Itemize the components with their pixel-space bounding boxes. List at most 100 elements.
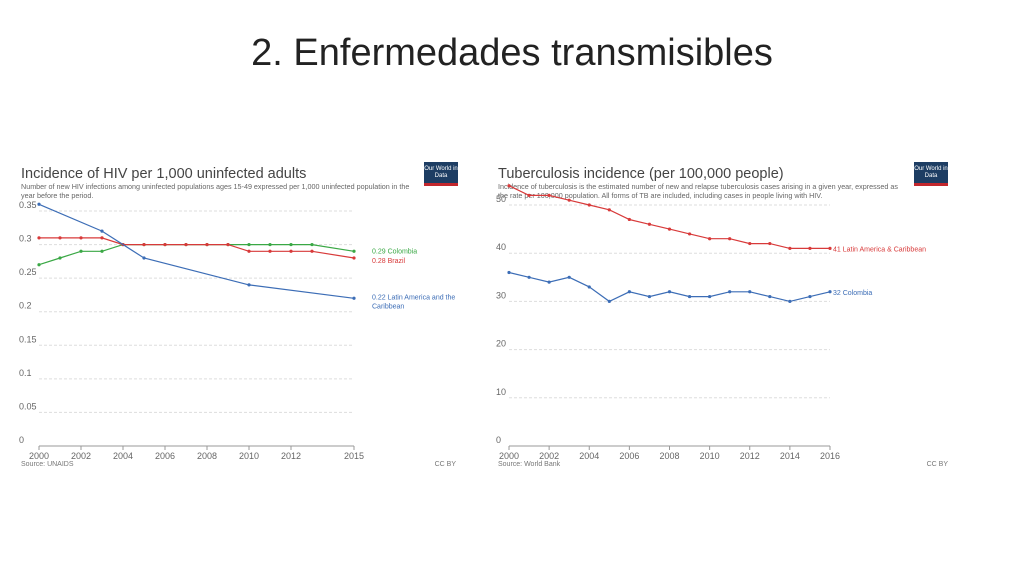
chart-license[interactable]: CC BY: [926, 461, 948, 468]
data-point: [687, 232, 692, 236]
data-point: [708, 294, 712, 299]
y-tick-label: 0.2: [19, 301, 32, 311]
data-point: [37, 236, 41, 240]
tb-plot: 0 10 20 30 40 50 2000 2002 2004 2006 2008 2010 2012 2…: [496, 184, 926, 461]
x-tick-label: 2010: [239, 451, 259, 461]
x-tick-label: 2004: [579, 451, 599, 461]
x-tick-label: 2015: [344, 451, 364, 461]
data-point: [58, 256, 62, 260]
data-point: [100, 249, 104, 253]
y-tick-label: 50: [496, 194, 506, 204]
data-point: [310, 249, 314, 253]
x-tick-label: 2000: [29, 451, 49, 461]
x-tick-label: 2012: [740, 451, 760, 461]
y-tick-label: 0.05: [19, 401, 37, 411]
data-point: [247, 249, 251, 253]
x-tick-label: 2002: [539, 451, 559, 461]
data-point: [163, 242, 167, 247]
x-tick-label: 2006: [155, 451, 175, 461]
data-point: [667, 290, 672, 294]
y-tick-label: 0: [496, 435, 501, 445]
data-point: [247, 242, 251, 247]
data-point: [352, 256, 356, 260]
data-point: [828, 246, 832, 250]
chart-license[interactable]: CC BY: [434, 461, 456, 468]
owid-logo[interactable]: Our World in Data: [914, 162, 948, 186]
data-point: [527, 193, 531, 197]
x-tick-label: 2002: [71, 451, 91, 461]
data-point: [647, 294, 652, 299]
data-point: [58, 236, 62, 240]
data-point: [728, 290, 732, 294]
data-point: [79, 249, 83, 253]
data-point: [289, 242, 293, 247]
chart-source[interactable]: Source: UNAIDS: [21, 461, 74, 468]
chart-subtitle: Incidence of tuberculosis is the estimat…: [498, 182, 898, 200]
x-tick-label: 2012: [281, 451, 301, 461]
data-point: [527, 275, 531, 279]
chart-source[interactable]: Source: World Bank: [498, 461, 561, 468]
data-point: [352, 249, 356, 253]
data-point: [768, 241, 772, 246]
y-tick-label: 0.25: [19, 267, 37, 277]
data-point: [627, 217, 631, 222]
y-tick-label: 0.1: [19, 368, 32, 378]
series-end-label: 0.28 Brazil: [372, 258, 406, 265]
slide-title: 2. Enfermedades transmisibles: [251, 32, 773, 74]
data-point: [828, 290, 832, 294]
y-tick-label: 0: [19, 435, 24, 445]
chart-subtitle: Number of new HIV infections among uninf…: [21, 182, 410, 200]
data-point: [37, 263, 41, 267]
data-point: [687, 294, 692, 299]
data-point: [268, 249, 272, 253]
data-point: [788, 299, 792, 303]
y-tick-label: 0.15: [19, 334, 37, 344]
tb-chart: Tuberculosis incidence (per 100,000 peop…: [492, 150, 962, 480]
data-point: [708, 237, 712, 241]
data-point: [748, 241, 752, 246]
series-end-label: 41 Latin America & Caribbean: [833, 246, 926, 253]
data-point: [507, 184, 511, 188]
data-point: [142, 256, 146, 260]
x-tick-label: 2010: [700, 451, 720, 461]
x-tick-label: 2016: [820, 451, 840, 461]
data-point: [37, 202, 41, 206]
y-tick-label: 30: [496, 290, 506, 300]
hiv-plot: 0 0.05 0.1 0.15 0.2 0.25 0.3 0.35 2000 2002 2004 20…: [19, 200, 455, 461]
series-line: [38, 243, 355, 266]
x-tick-label: 2000: [499, 451, 519, 461]
series-line: [508, 271, 831, 303]
data-point: [142, 242, 146, 247]
data-point: [728, 237, 732, 241]
owid-logo[interactable]: Our World in Data: [424, 162, 458, 186]
data-point: [567, 198, 571, 202]
data-point: [247, 283, 251, 287]
data-point: [647, 222, 652, 226]
data-point: [100, 229, 104, 233]
series-end-label: 0.22 Latin America and the Caribbean: [372, 294, 455, 310]
y-tick-label: 10: [496, 387, 506, 397]
data-point: [808, 294, 812, 299]
y-tick-label: 0.35: [19, 200, 37, 210]
data-point: [289, 249, 293, 253]
y-tick-label: 0.3: [19, 234, 32, 244]
data-point: [100, 236, 104, 240]
data-point: [768, 294, 772, 299]
chart-title: Tuberculosis incidence (per 100,000 peop…: [498, 166, 784, 182]
series-end-label: 0.29 Colombia: [372, 248, 417, 255]
data-point: [587, 285, 591, 289]
data-point: [226, 242, 230, 247]
data-point: [507, 270, 511, 275]
data-point: [567, 275, 571, 279]
data-point: [748, 290, 752, 294]
data-point: [667, 227, 672, 231]
hiv-chart: Incidence of HIV per 1,000 uninfected ad…: [15, 150, 470, 480]
data-point: [788, 246, 792, 250]
series-end-label: 32 Colombia: [833, 290, 872, 297]
y-tick-label: 40: [496, 242, 506, 252]
data-point: [352, 296, 356, 300]
x-tick-label: 2008: [197, 451, 217, 461]
x-tick-label: 2014: [780, 451, 800, 461]
x-tick-label: 2004: [113, 451, 133, 461]
chart-title: Incidence of HIV per 1,000 uninfected ad…: [21, 166, 307, 182]
